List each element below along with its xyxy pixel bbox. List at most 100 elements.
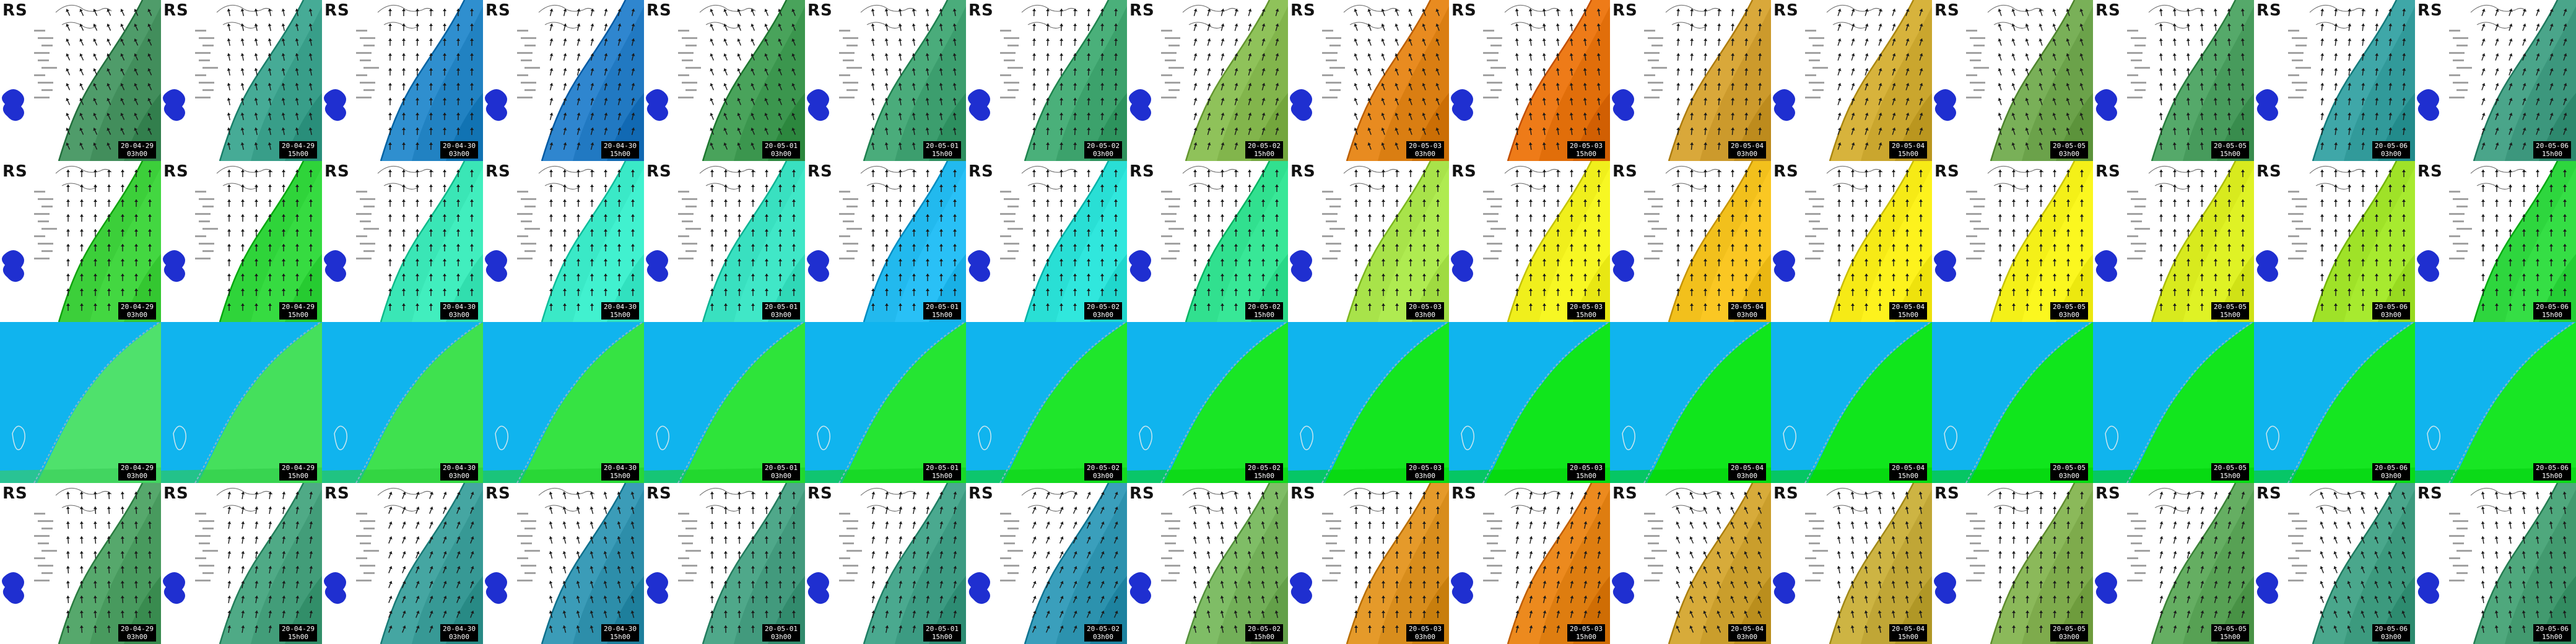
forecast-map-tile[interactable]: RS 20-05-02 03h00	[966, 161, 1127, 322]
forecast-map-tile[interactable]: RS 20-05-06 15h00	[2415, 483, 2576, 644]
forecast-map-tile[interactable]: RS 20-04-29 03h00	[0, 483, 161, 644]
place-label-mark	[2131, 59, 2142, 61]
wind-direction-arrow	[2227, 551, 2232, 559]
forecast-map-tile[interactable]: RS 20-04-30 03h00	[322, 0, 483, 161]
forecast-map-tile[interactable]: 20-05-01 03h00	[644, 322, 805, 483]
wind-direction-arrow	[1542, 53, 1546, 61]
forecast-map-tile[interactable]: 20-05-04 15h00	[1771, 322, 1932, 483]
wind-direction-arrow	[2053, 521, 2057, 529]
wind-direction-arrow	[227, 536, 232, 544]
lagoon-shape	[1934, 89, 1956, 121]
forecast-map-tile[interactable]: RS 20-04-29 03h00	[0, 0, 161, 161]
forecast-map-tile[interactable]: RS 20-05-02 15h00	[1127, 161, 1288, 322]
forecast-map-tile[interactable]: RS 20-04-30 15h00	[483, 161, 644, 322]
forecast-map-tile[interactable]: RS 20-05-01 15h00	[805, 483, 966, 644]
wave-direction-arrow	[549, 185, 553, 192]
wind-direction-arrow	[2186, 8, 2190, 17]
wind-direction-arrow	[1045, 596, 1050, 603]
forecast-date: 20-04-30	[443, 303, 476, 311]
forecast-map-tile[interactable]: RS 20-05-06 03h00	[2254, 0, 2415, 161]
place-label-mark	[41, 250, 53, 252]
wind-direction-arrow	[2227, 53, 2231, 61]
forecast-map-tile[interactable]: RS 20-05-02 15h00	[1127, 483, 1288, 644]
forecast-map-tile[interactable]: RS 20-05-04 03h00	[1610, 0, 1771, 161]
place-label-mark	[2449, 258, 2465, 259]
place-label-mark	[2453, 220, 2464, 222]
forecast-map-tile[interactable]: 20-04-30 15h00	[483, 322, 644, 483]
wind-direction-arrow	[2522, 38, 2526, 46]
forecast-map-tile[interactable]: RS 20-05-04 03h00	[1610, 161, 1771, 322]
forecast-map-tile[interactable]: RS 20-05-05 15h00	[2093, 161, 2254, 322]
forecast-map-tile[interactable]: RS 20-05-05 03h00	[1932, 161, 2093, 322]
forecast-map-tile[interactable]: RS 20-05-06 03h00	[2254, 483, 2415, 644]
wind-direction-arrow	[416, 521, 420, 529]
forecast-map-tile[interactable]: RS 20-05-03 15h00	[1449, 161, 1610, 322]
wave-direction-arrow	[926, 259, 929, 266]
forecast-map-tile[interactable]: RS 20-05-06 15h00	[2415, 161, 2576, 322]
place-label-mark	[202, 550, 218, 552]
forecast-map-tile[interactable]: 20-05-03 15h00	[1449, 322, 1610, 483]
wave-direction-arrow	[2495, 303, 2499, 311]
forecast-map-tile[interactable]: 20-05-04 03h00	[1610, 322, 1771, 483]
forecast-map-tile[interactable]: RS 20-05-01 03h00	[644, 0, 805, 161]
forecast-map-tile[interactable]: 20-05-02 15h00	[1127, 322, 1288, 483]
forecast-map-tile[interactable]: RS 20-05-04 03h00	[1610, 483, 1771, 644]
forecast-map-tile[interactable]: RS 20-05-01 15h00	[805, 161, 966, 322]
forecast-map-tile[interactable]: 20-04-29 15h00	[161, 322, 322, 483]
forecast-map-tile[interactable]: RS 20-05-06 03h00	[2254, 161, 2415, 322]
forecast-map-tile[interactable]: RS 20-05-04 15h00	[1771, 0, 1932, 161]
forecast-map-tile[interactable]: RS 20-05-01 15h00	[805, 0, 966, 161]
wind-direction-arrow	[2011, 142, 2016, 150]
forecast-map-tile[interactable]: RS 20-04-29 03h00	[0, 161, 161, 322]
wave-direction-arrow	[2563, 289, 2567, 296]
forecast-map-tile[interactable]: 20-05-03 03h00	[1288, 322, 1449, 483]
forecast-map-tile[interactable]: RS 20-05-01 03h00	[644, 483, 805, 644]
wind-direction-arrow	[1193, 625, 1197, 633]
wind-direction-arrow	[388, 82, 393, 91]
forecast-map-tile[interactable]: RS 20-05-01 03h00	[644, 161, 805, 322]
forecast-timestamp: 20-05-05 15h00	[2211, 302, 2249, 320]
forecast-map-tile[interactable]: RS 20-04-30 03h00	[322, 161, 483, 322]
forecast-map-tile[interactable]: 20-05-02 03h00	[966, 322, 1127, 483]
forecast-map-tile[interactable]: RS 20-04-29 15h00	[161, 161, 322, 322]
forecast-map-tile[interactable]: RS 20-04-30 15h00	[483, 483, 644, 644]
wind-direction-arrow	[1113, 536, 1118, 544]
forecast-map-tile[interactable]: RS 20-05-02 03h00	[966, 483, 1127, 644]
forecast-map-tile[interactable]: RS 20-05-03 15h00	[1449, 483, 1610, 644]
coastline	[1804, 322, 1931, 483]
forecast-map-tile[interactable]: 20-05-05 03h00	[1932, 322, 2093, 483]
wave-direction-arrow	[1529, 244, 1533, 251]
forecast-map-tile[interactable]: RS 20-05-06 15h00	[2415, 0, 2576, 161]
forecast-map-tile[interactable]: RS 20-04-30 03h00	[322, 483, 483, 644]
forecast-map-tile[interactable]: RS 20-05-03 03h00	[1288, 161, 1449, 322]
forecast-map-tile[interactable]: RS 20-04-29 15h00	[161, 0, 322, 161]
wave-direction-arrow	[778, 199, 782, 207]
forecast-map-tile[interactable]: RS 20-05-05 15h00	[2093, 483, 2254, 644]
forecast-map-tile[interactable]: RS 20-05-03 03h00	[1288, 0, 1449, 161]
forecast-map-tile[interactable]: RS 20-05-05 03h00	[1932, 0, 2093, 161]
forecast-map-tile[interactable]: RS 20-05-04 15h00	[1771, 483, 1932, 644]
wind-direction-arrow	[1032, 581, 1037, 588]
place-label-mark	[1487, 565, 1502, 567]
wind-direction-arrow	[1850, 506, 1855, 515]
forecast-map-tile[interactable]: 20-05-06 15h00	[2415, 322, 2576, 483]
forecast-map-tile[interactable]: RS 20-04-29 15h00	[161, 483, 322, 644]
forecast-map-tile[interactable]: RS 20-05-03 15h00	[1449, 0, 1610, 161]
forecast-map-tile[interactable]: 20-04-29 03h00	[0, 322, 161, 483]
lagoon-shape	[1290, 250, 1312, 282]
wind-direction-arrow	[1206, 565, 1211, 574]
forecast-map-tile[interactable]: 20-05-01 15h00	[805, 322, 966, 483]
forecast-map-tile[interactable]: RS 20-05-05 03h00	[1932, 483, 2093, 644]
forecast-map-tile[interactable]: 20-05-05 15h00	[2093, 322, 2254, 483]
wave-direction-arrow	[1275, 289, 1279, 296]
forecast-map-tile[interactable]: 20-04-30 03h00	[322, 322, 483, 483]
wind-direction-arrow	[2402, 67, 2406, 76]
forecast-map-tile[interactable]: RS 20-05-02 15h00	[1127, 0, 1288, 161]
wave-direction-arrow	[1100, 199, 1104, 207]
forecast-map-tile[interactable]: RS 20-05-02 03h00	[966, 0, 1127, 161]
forecast-map-tile[interactable]: RS 20-04-30 15h00	[483, 0, 644, 161]
forecast-map-tile[interactable]: RS 20-05-05 15h00	[2093, 0, 2254, 161]
forecast-map-tile[interactable]: RS 20-05-04 15h00	[1771, 161, 1932, 322]
forecast-map-tile[interactable]: RS 20-05-03 03h00	[1288, 483, 1449, 644]
forecast-map-tile[interactable]: 20-05-06 03h00	[2254, 322, 2415, 483]
